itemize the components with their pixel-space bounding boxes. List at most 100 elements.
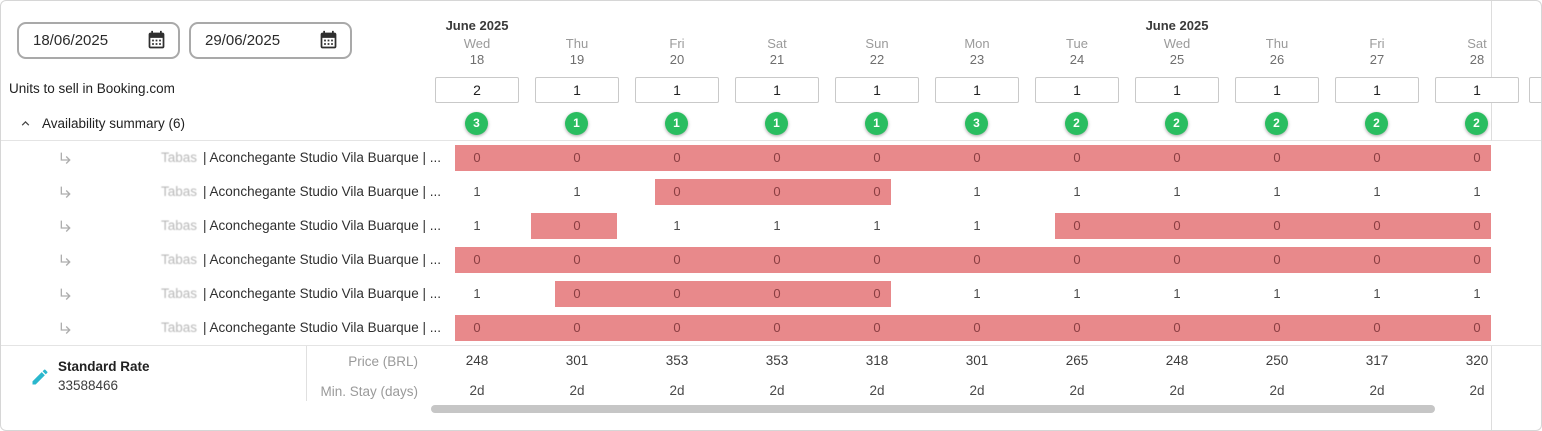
availability-cell: 0	[1473, 320, 1481, 335]
brand-logo: Tabas	[161, 184, 198, 199]
day-of-week-label: Sat	[767, 36, 787, 51]
day-of-week-label: Fri	[1369, 36, 1385, 51]
day-number-label: 24	[1069, 52, 1085, 67]
availability-cell: 0	[1373, 150, 1381, 165]
units-to-sell-input[interactable]	[1435, 77, 1519, 103]
price-value: 301	[965, 353, 989, 368]
day-of-week-label: Sun	[865, 36, 889, 51]
availability-cell: 1	[1373, 286, 1381, 301]
availability-cell: 1	[873, 218, 881, 233]
min-stay-value: 2d	[1469, 383, 1485, 398]
start-date-field[interactable]	[17, 22, 180, 59]
availability-badge: 1	[665, 112, 688, 135]
availability-cell: 0	[773, 150, 781, 165]
calendar-icon[interactable]	[146, 30, 167, 51]
room-row-label[interactable]: Tabas | Aconchegante Studio Vila Buarque …	[161, 209, 441, 243]
availability-cell: 0	[1173, 320, 1181, 335]
availability-cell: 0	[673, 252, 681, 267]
availability-cell: 0	[1173, 150, 1181, 165]
units-to-sell-input-partial[interactable]	[1529, 77, 1541, 103]
availability-cell: 0	[673, 184, 681, 199]
blocked-dates-bar	[455, 315, 1491, 341]
day-of-week-label: Mon	[964, 36, 990, 51]
room-name: | Aconchegante Studio Vila Buarque | ...	[203, 218, 441, 233]
start-date-input[interactable]	[33, 32, 133, 49]
availability-cell: 0	[573, 320, 581, 335]
availability-cell: 0	[473, 320, 481, 335]
units-to-sell-input[interactable]	[735, 77, 819, 103]
units-to-sell-input[interactable]	[1235, 77, 1319, 103]
brand-logo: Tabas	[161, 320, 198, 335]
availability-badge: 2	[1265, 112, 1288, 135]
room-name: | Aconchegante Studio Vila Buarque | ...	[203, 184, 441, 199]
horizontal-scrollbar-thumb[interactable]	[431, 405, 1435, 413]
availability-cell: 0	[573, 218, 581, 233]
room-row-label[interactable]: Tabas | Aconchegante Studio Vila Buarque …	[161, 277, 441, 311]
availability-cell: 1	[973, 184, 981, 199]
edit-rate-icon[interactable]	[30, 367, 50, 387]
availability-cell: 0	[873, 150, 881, 165]
min-stay-value: 2d	[669, 383, 685, 398]
availability-cell: 1	[1473, 286, 1481, 301]
availability-badge: 2	[1165, 112, 1188, 135]
availability-cell: 1	[473, 184, 481, 199]
day-of-week-label: Fri	[669, 36, 685, 51]
units-to-sell-input[interactable]	[935, 77, 1019, 103]
day-of-week-label: Thu	[1265, 36, 1289, 51]
availability-cell: 0	[873, 252, 881, 267]
min-stay-value: 2d	[469, 383, 485, 398]
collapse-chevron-icon[interactable]	[18, 116, 33, 131]
units-to-sell-input[interactable]	[835, 77, 919, 103]
end-date-input[interactable]	[205, 32, 305, 49]
availability-cell: 0	[573, 150, 581, 165]
units-to-sell-input[interactable]	[1135, 77, 1219, 103]
units-to-sell-input[interactable]	[1335, 77, 1419, 103]
day-number-label: 20	[669, 52, 685, 67]
price-value: 353	[665, 353, 689, 368]
availability-cell: 1	[673, 218, 681, 233]
availability-cell: 0	[1373, 218, 1381, 233]
rate-name: Standard Rate	[58, 359, 150, 374]
room-row-label[interactable]: Tabas | Aconchegante Studio Vila Buarque …	[161, 141, 441, 175]
min-stay-value: 2d	[1369, 383, 1385, 398]
room-row-label[interactable]: Tabas | Aconchegante Studio Vila Buarque …	[161, 243, 441, 277]
availability-cell: 0	[873, 320, 881, 335]
blocked-dates-bar	[455, 145, 1491, 171]
subdirectory-arrow-icon	[60, 322, 71, 334]
units-to-sell-input[interactable]	[435, 77, 519, 103]
room-name: | Aconchegante Studio Vila Buarque | ...	[203, 320, 441, 335]
calendar-icon[interactable]	[318, 30, 339, 51]
units-to-sell-input[interactable]	[535, 77, 619, 103]
availability-cell: 0	[573, 252, 581, 267]
availability-badge: 1	[865, 112, 888, 135]
day-number-label: 18	[469, 52, 485, 67]
availability-cell: 1	[1273, 286, 1281, 301]
availability-cell: 0	[973, 252, 981, 267]
min-stay-row-label: Min. Stay (days)	[320, 384, 418, 399]
availability-cell: 0	[1073, 252, 1081, 267]
brand-logo: Tabas	[161, 252, 198, 267]
month-label: June 2025	[1145, 18, 1209, 33]
room-row-label[interactable]: Tabas | Aconchegante Studio Vila Buarque …	[161, 311, 441, 345]
min-stay-value: 2d	[1069, 383, 1085, 398]
availability-cell: 1	[1273, 184, 1281, 199]
blocked-dates-bar	[531, 213, 617, 239]
units-to-sell-input[interactable]	[1035, 77, 1119, 103]
availability-cell: 1	[1073, 286, 1081, 301]
availability-badge: 3	[465, 112, 488, 135]
availability-cell: 0	[1173, 218, 1181, 233]
availability-badge: 2	[1465, 112, 1488, 135]
room-row-label[interactable]: Tabas | Aconchegante Studio Vila Buarque …	[161, 175, 441, 209]
availability-cell: 0	[473, 252, 481, 267]
availability-cell: 1	[473, 286, 481, 301]
units-to-sell-input[interactable]	[635, 77, 719, 103]
availability-cell: 0	[1473, 218, 1481, 233]
unit-row: Tabas | Aconchegante Studio Vila Buarque …	[1, 311, 1541, 346]
availability-cell: 0	[773, 252, 781, 267]
availability-badge: 2	[1365, 112, 1388, 135]
day-number-label: 28	[1469, 52, 1485, 67]
day-number-label: 26	[1269, 52, 1285, 67]
rate-id: 33588466	[58, 378, 119, 393]
end-date-field[interactable]	[189, 22, 352, 59]
